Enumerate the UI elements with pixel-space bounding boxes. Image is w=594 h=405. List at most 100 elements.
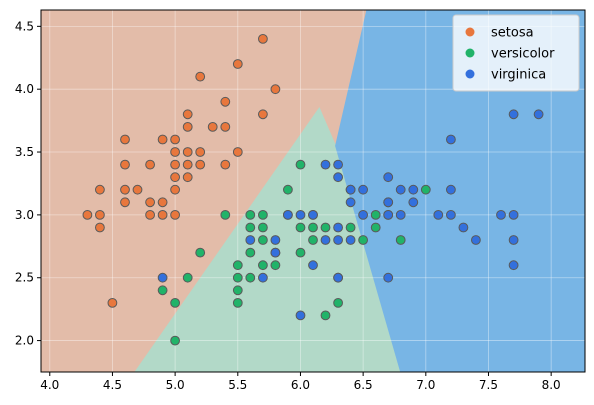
point-setosa bbox=[170, 134, 181, 145]
point-virginica bbox=[383, 197, 394, 208]
point-versicolor bbox=[245, 272, 256, 283]
point-setosa bbox=[258, 34, 268, 44]
point-versicolor bbox=[258, 222, 268, 233]
point-versicolor bbox=[258, 235, 268, 245]
point-versicolor bbox=[420, 184, 431, 195]
point-setosa bbox=[95, 222, 105, 233]
point-setosa bbox=[145, 210, 156, 220]
point-virginica bbox=[333, 235, 344, 245]
x-tick-label: 5.0 bbox=[166, 378, 185, 392]
point-versicolor bbox=[333, 298, 344, 308]
point-virginica bbox=[433, 210, 444, 220]
point-setosa bbox=[220, 159, 231, 170]
point-versicolor bbox=[295, 222, 306, 233]
point-setosa bbox=[232, 59, 243, 69]
point-virginica bbox=[295, 210, 306, 220]
point-versicolor bbox=[283, 184, 293, 195]
point-virginica bbox=[383, 172, 394, 183]
point-versicolor bbox=[170, 298, 181, 308]
point-virginica bbox=[345, 184, 356, 195]
point-versicolor bbox=[358, 235, 369, 245]
legend-label-versicolor: versicolor bbox=[491, 47, 555, 62]
x-tick-label: 4.0 bbox=[40, 378, 59, 392]
x-tick-label: 5.5 bbox=[228, 378, 247, 392]
point-virginica bbox=[533, 109, 544, 120]
point-virginica bbox=[508, 235, 519, 245]
point-virginica bbox=[508, 260, 519, 271]
point-setosa bbox=[258, 109, 268, 120]
point-versicolor bbox=[370, 222, 381, 233]
point-virginica bbox=[395, 210, 406, 220]
point-versicolor bbox=[308, 235, 318, 245]
decision-regions bbox=[41, 10, 585, 372]
point-versicolor bbox=[258, 210, 268, 220]
legend-marker-virginica bbox=[465, 69, 475, 79]
legend-box bbox=[452, 14, 580, 92]
point-setosa bbox=[82, 210, 93, 220]
plot-frame bbox=[40, 9, 586, 373]
point-versicolor bbox=[182, 272, 193, 283]
x-tick-label: 4.5 bbox=[103, 378, 122, 392]
point-virginica bbox=[333, 172, 344, 183]
point-virginica bbox=[270, 235, 281, 245]
point-versicolor bbox=[320, 222, 331, 233]
point-versicolor bbox=[195, 247, 206, 258]
point-versicolor bbox=[245, 210, 256, 220]
point-setosa bbox=[120, 159, 130, 170]
data-points bbox=[82, 34, 544, 346]
point-virginica bbox=[295, 310, 306, 321]
point-setosa bbox=[232, 147, 243, 157]
point-virginica bbox=[308, 260, 318, 271]
point-setosa bbox=[195, 159, 206, 170]
point-setosa bbox=[195, 71, 206, 82]
x-axis: 4.0 4.5 5.0 5.5 6.0 6.5 7.0 7.5 8.0 bbox=[40, 372, 561, 392]
point-setosa bbox=[170, 172, 181, 183]
point-setosa bbox=[95, 184, 105, 195]
point-versicolor bbox=[370, 210, 381, 220]
x-tick-label: 7.5 bbox=[479, 378, 498, 392]
point-versicolor bbox=[232, 260, 243, 271]
point-setosa bbox=[145, 159, 156, 170]
point-virginica bbox=[320, 159, 331, 170]
point-setosa bbox=[132, 184, 143, 195]
point-virginica bbox=[157, 272, 168, 283]
point-versicolor bbox=[157, 285, 168, 296]
y-tick-label: 2.5 bbox=[15, 271, 34, 285]
legend-marker-setosa bbox=[465, 27, 475, 37]
point-setosa bbox=[182, 109, 193, 120]
point-setosa bbox=[157, 134, 168, 145]
point-virginica bbox=[383, 272, 394, 283]
point-versicolor bbox=[270, 260, 281, 271]
point-virginica bbox=[333, 159, 344, 170]
point-setosa bbox=[170, 184, 181, 195]
point-versicolor bbox=[245, 247, 256, 258]
point-setosa bbox=[170, 159, 181, 170]
x-tick-label: 8.0 bbox=[542, 378, 561, 392]
point-virginica bbox=[270, 247, 281, 258]
point-setosa bbox=[182, 172, 193, 183]
point-virginica bbox=[383, 210, 394, 220]
point-versicolor bbox=[295, 247, 306, 258]
point-virginica bbox=[245, 235, 256, 245]
point-versicolor bbox=[395, 235, 406, 245]
point-setosa bbox=[157, 210, 168, 220]
point-virginica bbox=[345, 197, 356, 208]
point-setosa bbox=[220, 122, 231, 132]
point-setosa bbox=[220, 96, 231, 107]
point-virginica bbox=[258, 272, 268, 283]
x-tick-label: 6.0 bbox=[291, 378, 310, 392]
point-virginica bbox=[333, 222, 344, 233]
point-versicolor bbox=[170, 335, 181, 346]
point-versicolor bbox=[320, 310, 331, 321]
point-versicolor bbox=[220, 210, 231, 220]
point-setosa bbox=[120, 197, 130, 208]
point-setosa bbox=[270, 84, 281, 95]
x-tick-label: 7.0 bbox=[416, 378, 435, 392]
point-virginica bbox=[508, 109, 519, 120]
y-tick-label: 3.5 bbox=[15, 145, 34, 159]
point-virginica bbox=[408, 184, 419, 195]
point-virginica bbox=[508, 210, 519, 220]
point-versicolor bbox=[295, 159, 306, 170]
point-virginica bbox=[395, 184, 406, 195]
